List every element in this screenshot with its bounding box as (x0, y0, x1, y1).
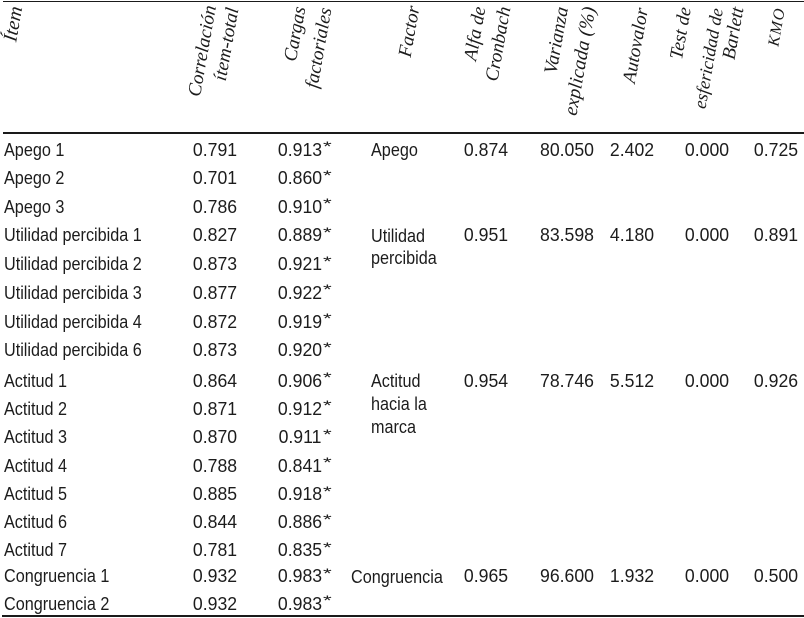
svg-text:Ítem: Ítem (0, 4, 27, 44)
svg-text:Autovalor: Autovalor (619, 6, 653, 87)
svg-text:Cargas: Cargas (280, 5, 310, 63)
svg-text:Test de: Test de (666, 6, 696, 61)
svg-text:KMO: KMO (765, 6, 789, 48)
svg-text:Varianza: Varianza (541, 5, 573, 75)
svg-text:Factor: Factor (395, 4, 425, 60)
